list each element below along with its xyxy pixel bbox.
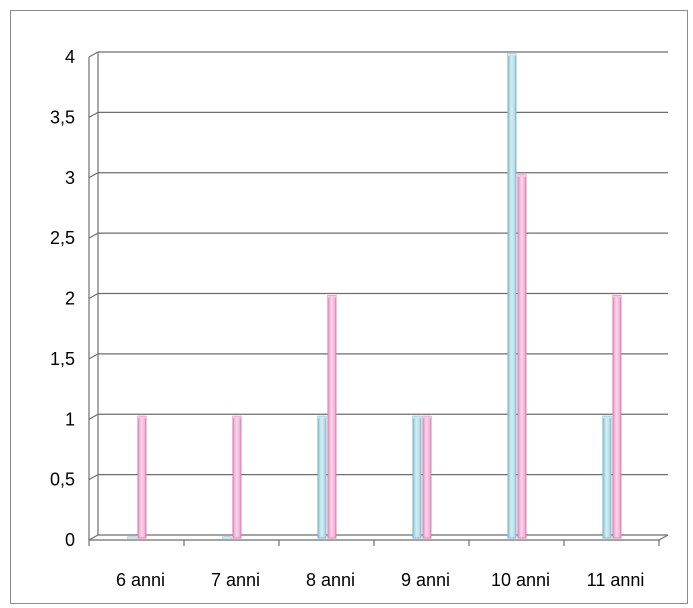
bar-top [222,537,231,539]
x-tick-label: 6 anni [116,570,165,590]
y-tick-label: 3 [65,168,75,188]
y-tick-label: 4 [65,47,75,67]
bar-top [517,174,526,177]
gridline-depth [88,172,99,179]
bar-top [612,295,621,298]
gridline-depth [88,534,99,541]
gridline-depth [88,353,99,360]
y-tick-label: 1,5 [50,349,75,369]
bar-top [127,537,136,539]
bar [327,295,337,539]
bar-top [232,416,241,419]
y-tick-label: 3,5 [50,107,75,127]
gridline-depth [88,51,99,58]
x-tick-label: 8 anni [306,570,355,590]
gridline-depth [88,232,99,239]
bar [222,536,232,539]
bars [127,53,622,539]
x-tick-label: 9 anni [401,570,450,590]
y-tick-labels: 0 0,5 1 1,5 2 2,5 3 3,5 4 [50,47,75,550]
x-tick-label: 7 anni [211,570,260,590]
bar-face [507,53,517,539]
bar-face [232,415,242,539]
bar-top [327,295,336,298]
bar-top [507,54,516,56]
bar [317,415,327,539]
bar-face [412,415,422,539]
bar [602,415,612,539]
floor-right-edge [658,534,669,541]
bar-top [137,416,146,419]
gridlines [88,51,668,541]
bar [517,174,527,539]
y-tick-label: 1 [65,409,75,429]
bar-face [517,174,527,539]
x-tick-labels: 6 anni 7 anni 8 anni 9 anni 10 anni 11 anni [116,570,644,590]
bar [412,415,422,539]
bar-face [602,415,612,539]
gridline-depth [88,111,99,118]
bar-face [327,295,337,539]
bar-face [137,415,147,539]
y-tick-label: 0,5 [50,470,75,490]
y-tick-label: 2 [65,289,75,309]
bar [422,415,432,539]
chart-frame [10,10,688,604]
gridline-depth [88,474,99,481]
bar-top [412,416,421,419]
bar [127,536,137,539]
bar [612,295,622,539]
bar-face [612,295,622,539]
bar [137,415,147,539]
x-tick-label: 11 anni [587,570,645,590]
bar [232,415,242,539]
gridline-depth [88,292,99,300]
y-tick-label: 2,5 [50,228,75,248]
bar-top [602,416,611,419]
bar-face [317,415,327,539]
bar-top [317,416,326,419]
bar [507,53,517,539]
bar-face [422,415,432,539]
x-tick-label: 10 anni [491,570,550,590]
y-tick-label: 0 [65,530,75,550]
gridline-depth [88,413,99,420]
axes [88,52,669,546]
bar-top [422,416,431,419]
